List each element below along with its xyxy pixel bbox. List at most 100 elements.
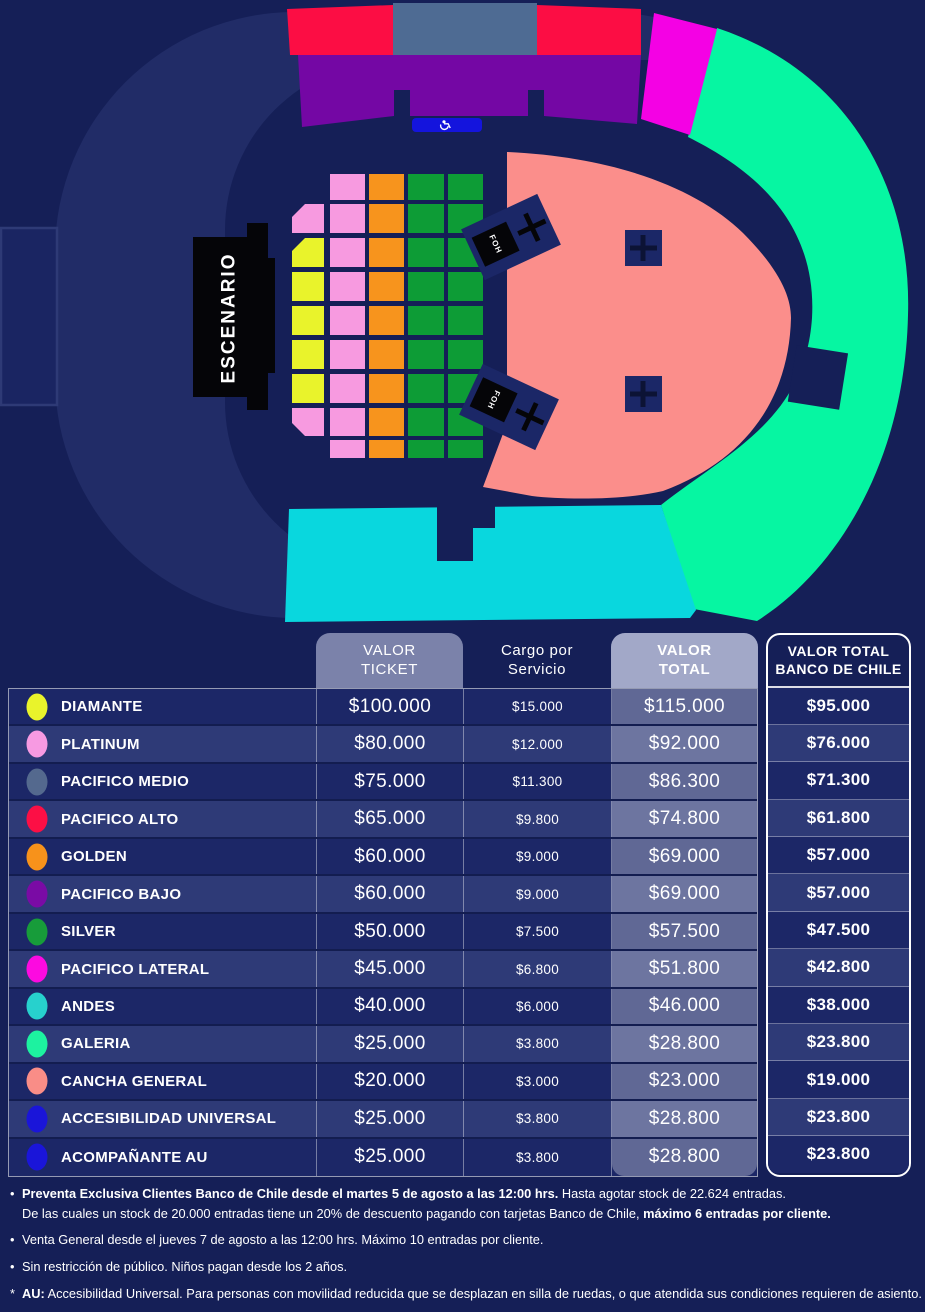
banco-total-value: $71.300	[768, 762, 909, 800]
stage-label: ESCENARIO	[219, 253, 240, 384]
ticket-value: $65.000	[317, 801, 464, 837]
service-charge-value: $7.500	[464, 913, 612, 950]
category-cell: PACIFICO BAJO	[9, 876, 317, 912]
service-charge-value: $6.800	[464, 951, 612, 987]
seat-block	[408, 204, 444, 233]
seat-block	[330, 408, 365, 436]
seat-block	[369, 204, 404, 233]
seat-block	[330, 174, 365, 200]
cancha-platform-top	[625, 230, 662, 266]
seat-block	[330, 272, 365, 301]
seat-block	[330, 374, 365, 403]
ticket-value: $50.000	[317, 913, 464, 950]
category-cell: ACOMPAÑANTE AU	[9, 1138, 317, 1177]
section-cancha-general	[483, 152, 791, 499]
seat-block	[369, 408, 404, 436]
header-cargo-servicio: Cargo por Servicio	[500, 641, 574, 678]
table-row: PACIFICO BAJO $60.000 $9.000 $69.000	[9, 876, 757, 914]
seat-block	[408, 272, 444, 301]
header-valor-ticket: VALOR TICKET	[316, 633, 463, 688]
seat-block	[292, 238, 324, 267]
category-label: DIAMANTE	[61, 698, 143, 716]
category-label: PACIFICO ALTO	[61, 810, 179, 828]
ticket-value: $100.000	[317, 689, 464, 725]
accessibility-badge	[412, 118, 482, 132]
seat-block	[369, 238, 404, 267]
service-charge-value: $6.000	[464, 988, 612, 1025]
price-table: DIAMANTE $100.000 $15.000 $115.000 PLATINUM $…	[8, 688, 758, 1177]
table-row: PACIFICO MEDIO $75.000 $11.300 $86.300	[9, 763, 757, 802]
category-label: PLATINUM	[61, 735, 140, 753]
category-dot	[26, 1030, 48, 1058]
table-row: ACCESIBILIDAD UNIVERSAL $25.000 $3.800 $28.…	[9, 1101, 757, 1139]
cross-icon	[630, 235, 657, 261]
table-row: DIAMANTE $100.000 $15.000 $115.000	[9, 689, 757, 727]
category-dot	[26, 843, 48, 871]
category-cell: CANCHA GENERAL	[9, 1063, 317, 1100]
footnote: * AU: Accesibilidad Universal. Para perso…	[10, 1285, 922, 1301]
ticket-value: $25.000	[317, 1101, 464, 1137]
table-row: GALERIA $25.000 $3.800 $28.800	[9, 1026, 757, 1064]
banco-total-value: $23.800	[768, 1024, 909, 1062]
banco-total-value: $38.000	[768, 986, 909, 1025]
seat-block	[408, 408, 444, 436]
seat-block	[448, 272, 483, 301]
category-cell: PLATINUM	[9, 726, 317, 762]
section-galeria	[661, 28, 909, 621]
cancha-platform-bottom	[625, 376, 662, 412]
banco-total-value: $19.000	[768, 1061, 909, 1099]
category-label: GOLDEN	[61, 848, 127, 866]
category-dot	[26, 730, 48, 758]
category-dot	[26, 693, 48, 721]
section-pacifico-lateral	[641, 13, 717, 135]
banco-de-chile-card: VALOR TOTAL BANCO DE CHILE $95.000 $76.00…	[766, 633, 911, 1177]
category-dot	[26, 1143, 48, 1171]
total-value: $46.000	[612, 988, 757, 1025]
ticket-value: $25.000	[317, 1026, 464, 1062]
seat-block	[292, 306, 324, 335]
seat-block	[292, 374, 324, 403]
category-label: ACOMPAÑANTE AU	[61, 1148, 208, 1166]
seat-block	[408, 306, 444, 335]
seat-block	[369, 340, 404, 369]
seat-block	[292, 408, 324, 436]
total-value: $69.000	[612, 876, 757, 912]
category-dot	[26, 880, 48, 908]
galeria-divider-tab	[787, 345, 849, 410]
section-andes	[285, 505, 696, 622]
seat-block	[369, 272, 404, 301]
cross-icon	[515, 402, 545, 432]
seat-block	[448, 174, 483, 200]
seat-block	[292, 204, 324, 233]
ticket-value: $40.000	[317, 988, 464, 1025]
seat-block	[369, 174, 404, 200]
section-pacifico-bajo	[298, 55, 641, 127]
ticket-value: $80.000	[317, 726, 464, 762]
category-label: PACIFICO LATERAL	[61, 960, 210, 978]
footnote: • Sin restricción de público. Niños pagan…	[10, 1258, 348, 1274]
seat-block	[292, 340, 324, 369]
banco-total-value: $57.000	[768, 874, 909, 912]
category-dot	[26, 992, 48, 1020]
service-charge-value: $9.800	[464, 801, 612, 837]
category-cell: PACIFICO MEDIO	[9, 763, 317, 800]
category-cell: PACIFICO LATERAL	[9, 951, 317, 987]
banco-total-value: $61.800	[768, 799, 909, 838]
footnotes: • Preventa Exclusiva Clientes Banco de Ch…	[10, 1186, 922, 1312]
category-dot	[26, 1105, 48, 1133]
service-charge-value: $11.300	[464, 763, 612, 800]
seat-block	[408, 238, 444, 267]
category-label: CANCHA GENERAL	[61, 1072, 208, 1090]
ticket-value: $60.000	[317, 876, 464, 912]
service-charge-value: $3.800	[464, 1026, 612, 1062]
banco-total-value: $76.000	[768, 724, 909, 763]
total-value: $57.500	[612, 913, 757, 950]
seat-block	[330, 340, 365, 369]
category-dot	[26, 1067, 48, 1095]
category-label: PACIFICO MEDIO	[61, 773, 190, 791]
andes-stair-notch	[437, 504, 495, 561]
section-pacifico-alto-right	[537, 5, 641, 55]
total-value: $23.000	[612, 1063, 757, 1100]
seating-grid	[292, 174, 483, 458]
